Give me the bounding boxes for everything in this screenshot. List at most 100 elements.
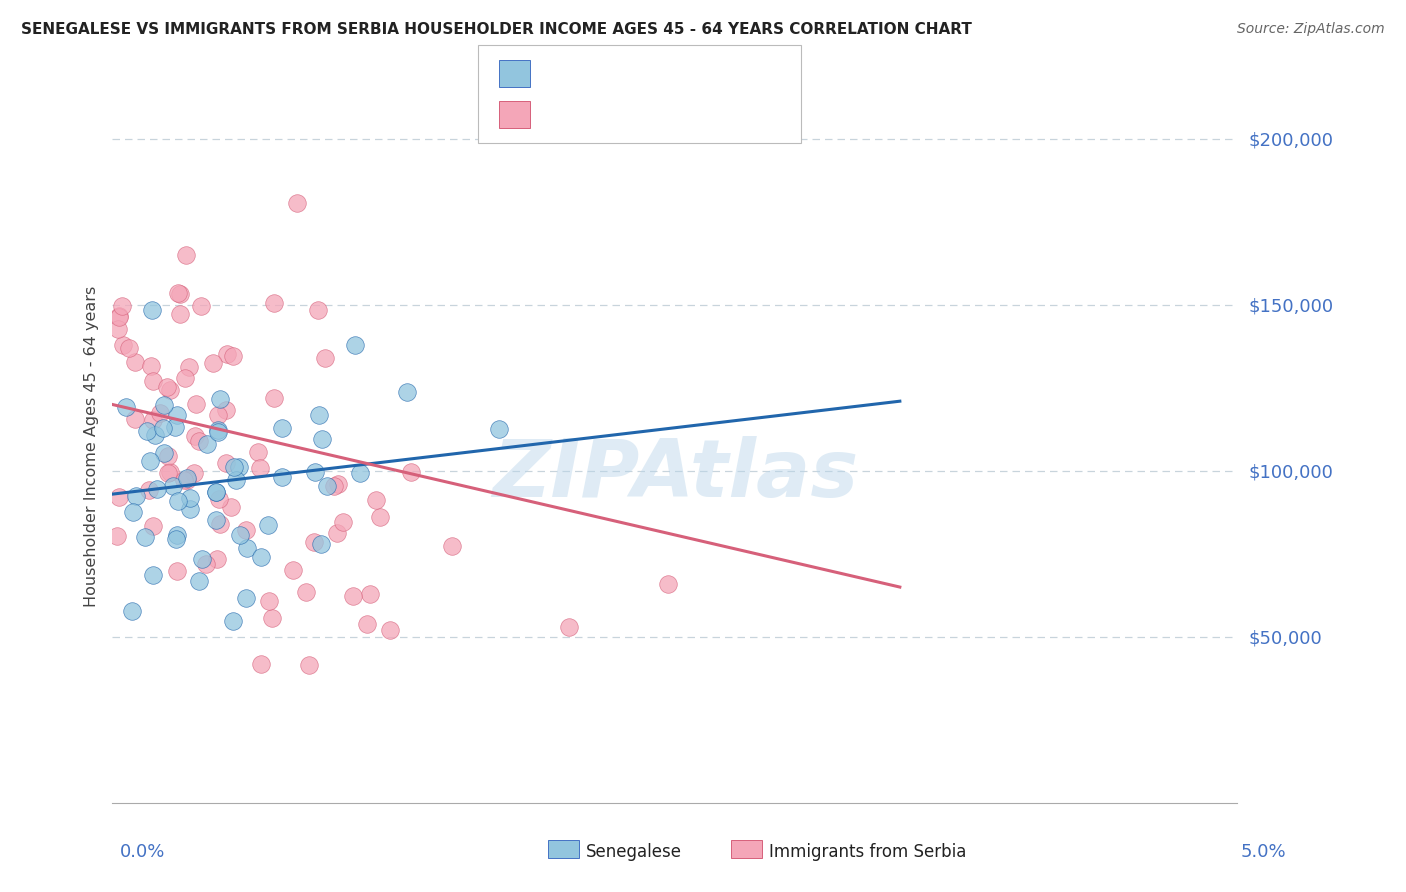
Point (316, 479, 339, 493)
Point (166, 408, 188, 422)
Point (270, 470, 292, 484)
Point (115, 401, 138, 415)
Text: ZIPAtlas: ZIPAtlas (492, 435, 858, 514)
Point (217, 346, 239, 360)
Text: SENEGALESE VS IMMIGRANTS FROM SERBIA HOUSEHOLDER INCOME AGES 45 - 64 YEARS CORRE: SENEGALESE VS IMMIGRANTS FROM SERBIA HOU… (21, 22, 972, 37)
Point (153, 446, 176, 460)
Point (166, 494, 188, 508)
Point (105, 529, 128, 543)
Point (188, 574, 211, 588)
Point (247, 445, 270, 459)
Point (176, 471, 198, 485)
Point (183, 466, 205, 480)
Point (221, 614, 243, 628)
Point (283, 564, 305, 578)
Point (159, 383, 181, 397)
Point (141, 359, 163, 373)
Point (183, 429, 205, 443)
Point (399, 465, 422, 479)
Point (236, 541, 259, 555)
Point (162, 479, 184, 493)
Point (215, 456, 238, 470)
Point (124, 411, 146, 425)
Point (156, 380, 179, 394)
Point (225, 473, 247, 487)
Point (142, 568, 165, 582)
Point (309, 537, 332, 551)
Text: R = -0.388   N = 75: R = -0.388 N = 75 (538, 101, 716, 119)
Point (188, 434, 211, 449)
Point (142, 413, 165, 427)
Point (228, 459, 250, 474)
Point (322, 479, 344, 493)
Point (263, 392, 285, 406)
Point (173, 473, 195, 487)
Point (558, 620, 581, 634)
Point (107, 309, 129, 323)
Point (257, 594, 280, 608)
Point (190, 299, 212, 313)
Point (107, 322, 129, 336)
Point (257, 517, 280, 532)
Point (356, 616, 378, 631)
Point (235, 523, 257, 537)
Point (235, 591, 257, 606)
Point (311, 432, 333, 446)
Point (314, 351, 336, 366)
Point (195, 436, 218, 450)
Point (176, 473, 198, 487)
Point (169, 286, 191, 301)
Point (249, 657, 271, 671)
Point (204, 513, 226, 527)
Point (270, 421, 292, 435)
Point (122, 505, 145, 519)
Point (342, 590, 364, 604)
Point (142, 374, 165, 388)
Point (112, 338, 135, 352)
Text: 5.0%: 5.0% (1241, 843, 1286, 861)
Point (285, 195, 308, 210)
Point (260, 611, 283, 625)
Point (138, 454, 160, 468)
Point (229, 527, 252, 541)
Point (307, 302, 329, 317)
Text: R =   0.178   N = 52: R = 0.178 N = 52 (538, 60, 720, 78)
Point (207, 408, 229, 422)
Point (166, 565, 188, 579)
Point (166, 532, 188, 546)
Point (174, 371, 197, 385)
Text: Senegalese: Senegalese (586, 843, 682, 861)
Point (207, 492, 229, 507)
Point (184, 397, 207, 411)
Point (159, 465, 181, 479)
Text: Source: ZipAtlas.com: Source: ZipAtlas.com (1237, 22, 1385, 37)
Point (157, 467, 180, 481)
Point (308, 408, 330, 422)
Point (488, 422, 510, 436)
Point (657, 577, 679, 591)
Point (222, 459, 245, 474)
Point (194, 557, 217, 571)
Point (166, 527, 188, 541)
Point (332, 515, 354, 529)
Point (294, 585, 316, 599)
Point (202, 356, 225, 370)
Point (179, 491, 201, 505)
Point (440, 539, 463, 553)
Point (152, 421, 174, 435)
Point (263, 296, 285, 310)
Point (124, 355, 146, 369)
Point (166, 286, 188, 301)
Point (121, 604, 143, 618)
Point (163, 420, 186, 434)
Point (205, 485, 228, 500)
Point (179, 501, 201, 516)
Point (221, 500, 243, 515)
Point (364, 493, 387, 508)
Point (152, 398, 174, 412)
Y-axis label: Householder Income Ages 45 - 64 years: Householder Income Ages 45 - 64 years (83, 285, 98, 607)
Point (107, 310, 129, 325)
Point (125, 489, 148, 503)
Point (214, 403, 236, 417)
Text: Immigrants from Serbia: Immigrants from Serbia (769, 843, 966, 861)
